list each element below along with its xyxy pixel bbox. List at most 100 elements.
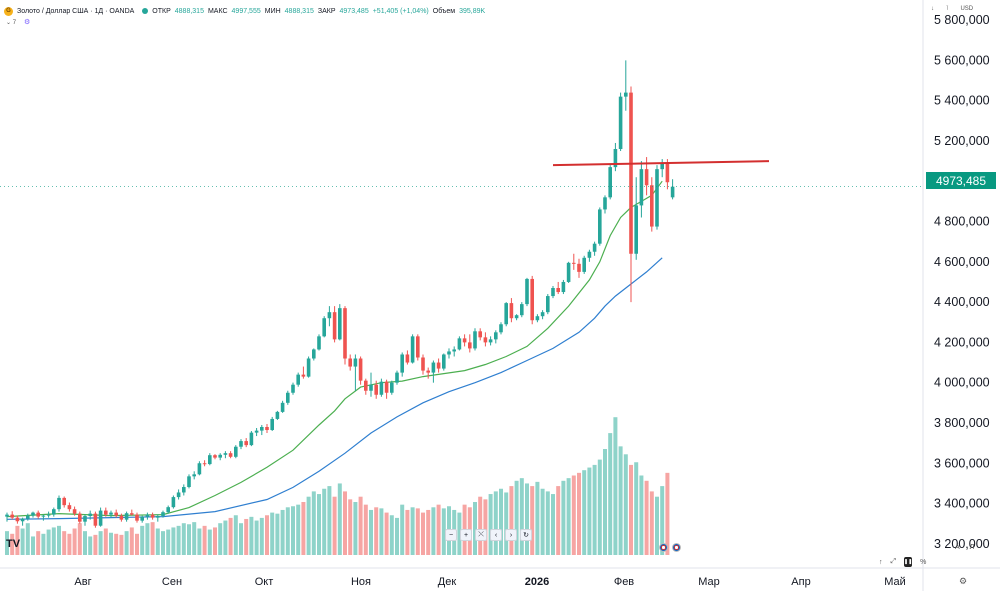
candle[interactable]	[317, 334, 321, 351]
candle[interactable]	[582, 255, 586, 274]
candle[interactable]	[286, 390, 290, 405]
candle[interactable]	[72, 506, 77, 516]
us-flag-icon[interactable]	[672, 543, 681, 552]
candle[interactable]	[176, 489, 181, 500]
candle[interactable]	[234, 445, 238, 459]
candle[interactable]	[660, 159, 664, 178]
candle[interactable]	[124, 511, 129, 522]
candle[interactable]	[556, 281, 560, 295]
candle[interactable]	[249, 431, 254, 447]
candle[interactable]	[260, 424, 264, 436]
reset-chart-button[interactable]: ↻	[520, 529, 532, 541]
candle[interactable]	[499, 322, 503, 335]
candle[interactable]	[587, 249, 592, 262]
symbol-title[interactable]: Золото / Доллар США · 1Д · OANDA	[17, 7, 135, 15]
candle[interactable]	[254, 428, 259, 437]
candle[interactable]	[457, 336, 462, 351]
candle[interactable]	[431, 360, 436, 383]
candle[interactable]	[67, 502, 72, 512]
candle[interactable]	[504, 302, 508, 327]
candle[interactable]	[572, 253, 576, 270]
tradingview-logo[interactable]: TV	[6, 538, 21, 550]
currency-selector[interactable]: ↓ ⊺ USD	[931, 5, 973, 12]
candle[interactable]	[109, 510, 113, 518]
candle[interactable]	[603, 195, 607, 214]
candle[interactable]	[400, 352, 404, 377]
candle[interactable]	[540, 310, 545, 320]
candle[interactable]	[416, 334, 420, 361]
candle[interactable]	[161, 510, 165, 518]
candle[interactable]	[395, 370, 399, 385]
candle[interactable]	[473, 328, 477, 351]
candle[interactable]	[275, 410, 280, 420]
candle[interactable]	[197, 461, 202, 476]
candle[interactable]	[20, 517, 25, 526]
candle[interactable]	[447, 348, 451, 359]
candle[interactable]	[494, 330, 498, 344]
candle[interactable]	[520, 302, 524, 318]
candle[interactable]	[634, 177, 638, 260]
candle[interactable]	[104, 507, 108, 517]
candle[interactable]	[182, 484, 186, 496]
indicator-settings-icon[interactable]: ⚙	[24, 19, 31, 26]
candle[interactable]	[10, 511, 14, 520]
candle[interactable]	[353, 354, 358, 391]
candle[interactable]	[577, 258, 581, 278]
scale-auto-button[interactable]: А	[955, 544, 960, 551]
candle[interactable]	[15, 515, 20, 524]
scroll-up-icon[interactable]: ↑	[879, 558, 883, 566]
candle[interactable]	[208, 453, 212, 466]
candle[interactable]	[187, 474, 191, 489]
candle[interactable]	[280, 400, 285, 413]
candle[interactable]	[192, 471, 196, 480]
candle[interactable]	[338, 304, 342, 341]
candle[interactable]	[156, 514, 160, 522]
candle[interactable]	[312, 348, 316, 361]
candle[interactable]	[566, 261, 571, 283]
candle[interactable]	[421, 354, 425, 375]
candle[interactable]	[327, 306, 332, 327]
candle[interactable]	[670, 179, 675, 200]
candle[interactable]	[509, 298, 514, 323]
candle[interactable]	[618, 92, 623, 152]
candle[interactable]	[296, 372, 300, 387]
candle[interactable]	[239, 439, 243, 450]
candle[interactable]	[52, 507, 56, 517]
candle[interactable]	[525, 277, 529, 307]
candle[interactable]	[384, 379, 389, 399]
candle[interactable]	[546, 294, 550, 315]
candle[interactable]	[57, 495, 61, 512]
candle[interactable]	[270, 416, 274, 432]
candle[interactable]	[150, 512, 155, 520]
candle[interactable]	[592, 241, 597, 256]
candle[interactable]	[202, 460, 207, 467]
candle[interactable]	[369, 372, 373, 397]
candle[interactable]	[332, 306, 337, 343]
candle[interactable]	[244, 438, 248, 448]
scale-log-button[interactable]: Л	[969, 544, 975, 551]
scale-percent-button[interactable]: %	[920, 558, 927, 566]
candle[interactable]	[36, 510, 40, 519]
us-flag-icon[interactable]	[659, 543, 668, 552]
magnet-icon[interactable]: ⤢	[890, 558, 897, 565]
candle[interactable]	[62, 496, 66, 508]
candle[interactable]	[228, 451, 233, 459]
candle[interactable]	[93, 511, 98, 528]
candle[interactable]	[114, 509, 118, 518]
candle[interactable]	[655, 165, 659, 230]
candle[interactable]	[598, 207, 602, 246]
candle[interactable]	[478, 328, 482, 341]
candle[interactable]	[514, 314, 519, 321]
scroll-right-button[interactable]: ›	[505, 529, 517, 541]
candle[interactable]	[551, 285, 555, 299]
gear-icon[interactable]: ⚙	[959, 576, 968, 586]
candle[interactable]	[426, 367, 430, 379]
candle[interactable]	[291, 382, 295, 395]
zoom-in-button[interactable]: +	[460, 529, 472, 541]
candle[interactable]	[613, 142, 618, 172]
candle[interactable]	[322, 316, 326, 338]
candle[interactable]	[306, 356, 311, 378]
candle[interactable]	[145, 512, 150, 520]
candle[interactable]	[665, 159, 670, 190]
